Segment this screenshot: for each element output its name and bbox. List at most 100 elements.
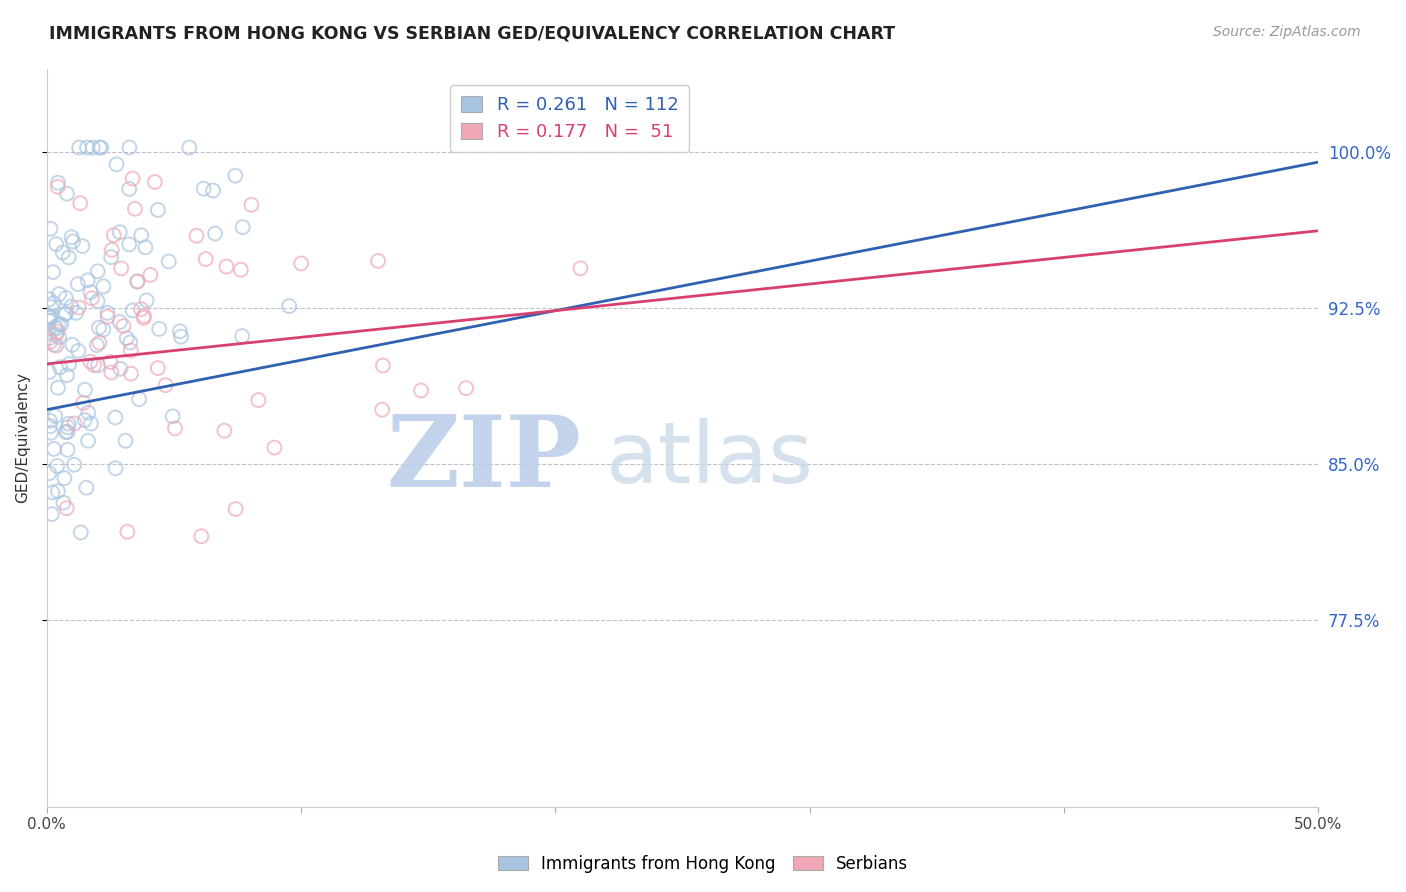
Point (132, 309, 155, 323)
Point (38, 365, 60, 379)
Point (55, 291, 77, 305)
Point (51, 318, 73, 332)
Point (39, 300, 62, 314)
Text: ZIP: ZIP (385, 411, 581, 508)
Point (155, 378, 177, 392)
Point (112, 319, 135, 334)
Point (38, 310, 60, 324)
Point (162, 409, 184, 424)
Point (44, 409, 66, 423)
Point (53, 471, 76, 485)
Point (232, 220, 254, 235)
Point (157, 254, 180, 268)
Point (53, 308, 76, 322)
Point (193, 182, 215, 196)
Point (139, 268, 162, 282)
Point (127, 274, 149, 288)
Point (132, 310, 155, 325)
Point (76, 273, 98, 287)
Point (215, 260, 238, 274)
Point (76, 140, 98, 154)
Point (247, 393, 270, 408)
Point (39, 425, 62, 440)
Point (39, 221, 62, 235)
Point (67, 301, 90, 315)
Point (96, 306, 118, 320)
Point (100, 250, 122, 264)
Point (45, 237, 67, 252)
Y-axis label: GED/Equivalency: GED/Equivalency (15, 372, 30, 503)
Point (38, 331, 60, 345)
Point (86, 338, 108, 352)
Point (46, 484, 69, 499)
Point (45, 338, 67, 352)
Point (72, 396, 94, 410)
Text: Source: ZipAtlas.com: Source: ZipAtlas.com (1213, 25, 1361, 39)
Point (38, 293, 60, 307)
Point (120, 367, 142, 381)
Point (179, 140, 201, 154)
Point (60, 338, 83, 352)
Point (89, 140, 111, 154)
Point (45, 327, 67, 342)
Point (115, 331, 138, 345)
Point (39, 414, 62, 428)
Point (118, 237, 141, 252)
Point (46, 179, 69, 194)
Text: atlas: atlas (606, 418, 814, 501)
Point (69, 196, 91, 211)
Point (83, 358, 105, 372)
Point (45, 321, 67, 335)
Point (48, 287, 70, 301)
Point (42, 265, 65, 279)
Point (73, 383, 96, 397)
Legend: R = 0.261   N = 112, R = 0.177   N =  51: R = 0.261 N = 112, R = 0.177 N = 51 (450, 85, 689, 153)
Point (87, 320, 110, 334)
Point (56, 368, 79, 383)
Point (91, 322, 114, 336)
Point (89, 335, 111, 350)
Point (190, 529, 212, 543)
Point (367, 253, 389, 268)
Point (90, 140, 112, 154)
Point (204, 227, 226, 241)
Point (65, 306, 87, 320)
Point (278, 299, 301, 313)
Point (118, 140, 141, 154)
Point (39, 310, 62, 324)
Point (100, 355, 122, 369)
Point (110, 361, 132, 376)
Point (87, 359, 110, 373)
Point (67, 343, 90, 358)
Point (46, 325, 69, 339)
Point (231, 329, 253, 343)
Point (58, 251, 80, 265)
Point (41, 485, 63, 500)
Point (49, 360, 72, 375)
Point (163, 421, 186, 435)
Point (569, 261, 592, 276)
Point (225, 502, 247, 516)
Legend: Immigrants from Hong Kong, Serbians: Immigrants from Hong Kong, Serbians (491, 848, 915, 880)
Point (77, 406, 100, 420)
Point (58, 357, 80, 371)
Point (41, 507, 63, 521)
Point (118, 182, 141, 196)
Point (39, 334, 62, 349)
Point (134, 240, 156, 254)
Point (73, 413, 96, 427)
Point (46, 458, 69, 473)
Point (38, 311, 60, 326)
Point (44, 320, 66, 334)
Point (143, 175, 166, 189)
Point (202, 184, 225, 198)
Point (194, 252, 217, 266)
Point (108, 225, 131, 239)
Point (371, 402, 394, 417)
Point (146, 202, 169, 217)
Point (128, 392, 150, 407)
Point (56, 425, 79, 439)
Point (120, 335, 142, 350)
Point (117, 524, 139, 539)
Point (42, 337, 65, 351)
